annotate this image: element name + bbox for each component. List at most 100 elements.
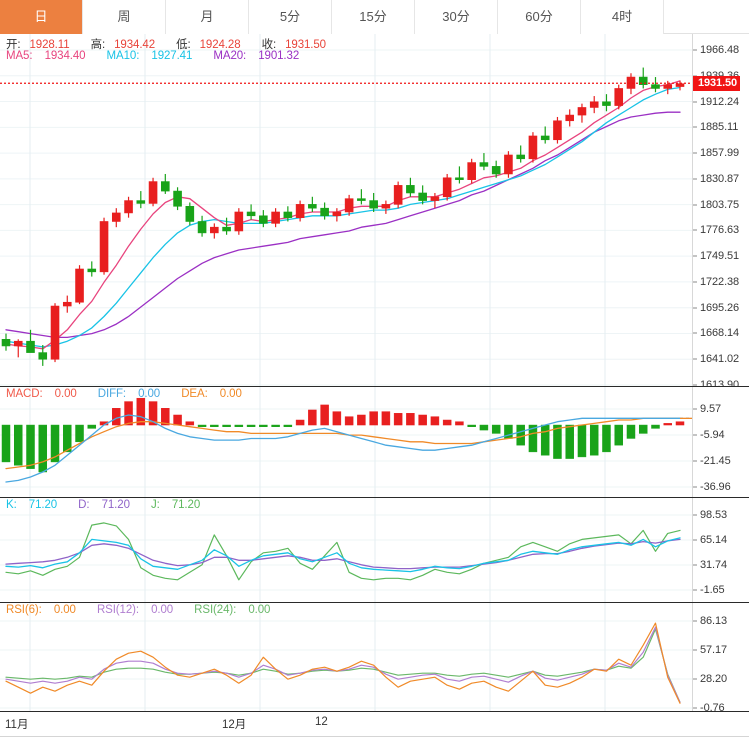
macd-axis: 9.57 -5.94 -21.45 -36.96 (692, 387, 749, 497)
axis-tick (693, 434, 697, 436)
ma20-value: 1901.32 (258, 50, 300, 62)
price-axis-label: 1695.26 (700, 301, 740, 314)
axis-tick (693, 589, 697, 591)
tab-label: 周 (117, 9, 131, 24)
tab-label: 日 (34, 9, 48, 24)
rsi-axis-label: 28.20 (700, 673, 728, 685)
ma5-label: MA5: (6, 50, 33, 62)
price-plot-area[interactable] (0, 34, 692, 386)
axis-tick (693, 649, 697, 651)
axis-tick (693, 255, 697, 257)
rsi24-value: 0.00 (248, 604, 271, 616)
rsi-axis-label: 57.17 (700, 644, 728, 656)
d-label: D: (78, 499, 90, 511)
axis-tick (693, 178, 697, 180)
macd-axis-label: 9.57 (700, 403, 722, 415)
dea-label: DEA: (181, 388, 208, 400)
axis-tick (693, 678, 697, 680)
k-label: K: (6, 499, 17, 511)
k-value: 71.20 (28, 499, 58, 511)
rsi-plot-area[interactable] (0, 603, 692, 711)
kdj-axis-label: 65.14 (700, 534, 728, 546)
macd-label: MACD: (6, 388, 43, 400)
ma5-value: 1934.40 (44, 50, 86, 62)
kdj-axis-label: 31.74 (700, 559, 728, 571)
kdj-axis: 98.53 65.14 31.74 -1.65 (692, 498, 749, 602)
d-value: 71.20 (101, 499, 130, 511)
diff-label: DIFF: (97, 388, 127, 400)
macd-axis-label: -21.45 (700, 455, 731, 467)
axis-tick (693, 152, 697, 154)
axis-tick (693, 384, 697, 386)
rsi-panel: 86.13 57.17 28.20 -0.76 RSI(6): 0.00 RSI(12… (0, 603, 749, 714)
panel-divider-3 (0, 602, 749, 603)
price-axis-label: 1912.24 (700, 95, 740, 108)
panel-divider-1 (0, 386, 749, 387)
close-label: 收: (261, 39, 277, 51)
close-value: 1931.50 (285, 39, 326, 51)
macd-value: 0.00 (54, 388, 77, 400)
rsi6-value: 0.00 (53, 604, 76, 616)
rsi24-label: RSI(24): (194, 604, 237, 616)
dea-value: 0.00 (219, 388, 242, 400)
axis-tick (693, 514, 697, 516)
high-label: 高: (90, 39, 106, 51)
macd-plot-area[interactable] (0, 387, 692, 497)
axis-tick (693, 307, 697, 309)
ma10-value: 1927.41 (151, 50, 193, 62)
current-price-badge: 1931.50 (693, 76, 741, 92)
price-axis-label: 1803.75 (700, 198, 740, 211)
bottom-rule (0, 736, 749, 737)
panel-divider-4 (0, 711, 749, 712)
rsi-legend: RSI(6): 0.00 RSI(12): 0.00 RSI(24): 0.00 (6, 604, 288, 616)
axis-tick (693, 358, 697, 360)
rsi12-value: 0.00 (151, 604, 174, 616)
axis-tick (693, 332, 697, 334)
axis-tick (693, 408, 697, 410)
axis-tick (693, 229, 697, 231)
tab-0[interactable]: 日 (0, 0, 83, 34)
tab-label: 月 (200, 9, 214, 24)
axis-tick (693, 126, 697, 128)
kdj-plot-area[interactable] (0, 498, 692, 602)
low-value: 1924.28 (199, 39, 241, 51)
tab-3[interactable]: 5分 (249, 0, 332, 34)
moving-average-legend: MA5: 1934.40 MA10: 1927.41 MA20: 1901.32 (6, 50, 317, 62)
tab-1[interactable]: 周 (83, 0, 166, 34)
tab-label: 5分 (279, 9, 301, 24)
price-axis-label: 1830.87 (700, 172, 740, 185)
panel-divider-2 (0, 497, 749, 498)
ma20-label: MA20: (213, 50, 247, 62)
date-axis-label: 12月 (222, 719, 247, 731)
price-panel: 1966.481939.361912.241885.111857.991830.… (0, 34, 749, 391)
axis-tick (693, 620, 697, 622)
rsi-axis-label: 86.13 (700, 615, 728, 627)
price-axis-label: 1641.02 (700, 353, 740, 366)
diff-value: 0.00 (138, 388, 161, 400)
kdj-panel: 98.53 65.14 31.74 -1.65 K: 71.20 D: 71.20 J… (0, 498, 749, 602)
timeframe-tabbar: 日 周 月 5分 15分 30分 60分 4时 (0, 0, 749, 34)
tab-6[interactable]: 60分 (498, 0, 581, 34)
tab-2[interactable]: 月 (166, 0, 249, 34)
price-axis-label: 1966.48 (700, 44, 740, 56)
rsi6-label: RSI(6): (6, 604, 42, 616)
date-axis: 11月 12月 12 (0, 712, 749, 736)
axis-tick (693, 564, 697, 566)
macd-panel: 9.57 -5.94 -21.45 -36.96 MACD: 0.00 DIFF: 0… (0, 387, 749, 497)
macd-legend: MACD: 0.00 DIFF: 0.00 DEA: 0.00 (6, 388, 260, 400)
price-axis-label: 1749.51 (700, 250, 740, 263)
axis-tick (693, 539, 697, 541)
axis-tick (693, 49, 697, 51)
axis-tick (693, 460, 697, 462)
tab-7[interactable]: 4时 (581, 0, 664, 34)
price-axis-label: 1776.63 (700, 224, 740, 237)
tab-label: 4时 (611, 9, 633, 24)
tab-4[interactable]: 15分 (332, 0, 415, 34)
axis-tick (693, 281, 697, 283)
tab-5[interactable]: 30分 (415, 0, 498, 34)
price-axis-label: 1722.38 (700, 275, 740, 288)
tab-label: 15分 (359, 9, 387, 24)
kdj-legend: K: 71.20 D: 71.20 J: 71.20 (6, 499, 218, 511)
axis-tick (693, 486, 697, 488)
